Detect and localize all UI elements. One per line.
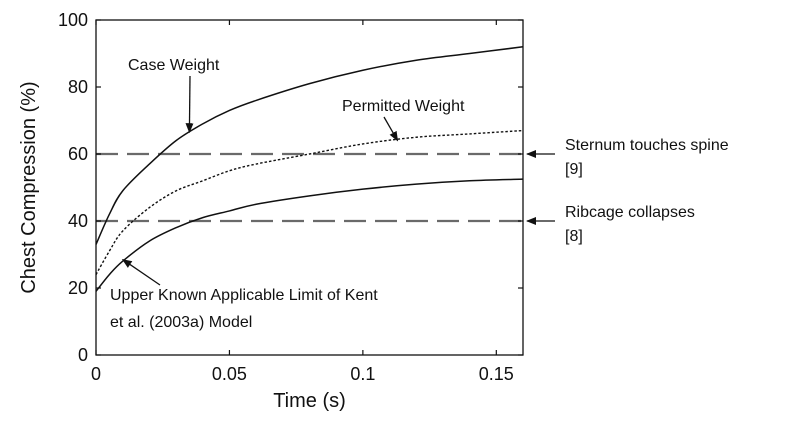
annotation-case-weight: Case Weight: [128, 57, 220, 74]
x-tick-label: 0.15: [479, 364, 514, 384]
y-axis-title: Chest Compression (%): [18, 81, 40, 293]
axis-ticks: 0 0.05 0.1 0.15 0 20 40 60 80 100: [58, 10, 523, 384]
y-tick-label: 60: [68, 144, 88, 164]
arrow-case-weight: [185, 75, 194, 134]
y-tick-label: 100: [58, 10, 88, 30]
plot-frame: [95, 19, 524, 356]
y-tick-label: 80: [68, 77, 88, 97]
annotation-sternum-touches-spine: Sternum touches spine: [565, 137, 729, 154]
arrow-permitted-weight: [383, 116, 399, 142]
series-line-case-weight: [95, 46, 524, 245]
annotation-permitted-weight: Permitted Weight: [342, 98, 465, 115]
annotation-ribcage-reference: [8]: [565, 228, 583, 245]
annotation-kent-line2: et al. (2003a) Model: [110, 314, 252, 331]
y-tick-label: 40: [68, 211, 88, 231]
annotation-sternum-reference: [9]: [565, 161, 583, 178]
reference-lines: [96, 152, 523, 223]
x-tick-label: 0.05: [212, 364, 247, 384]
y-tick-label: 20: [68, 278, 88, 298]
series-layer: [95, 46, 524, 292]
x-axis-title: Time (s): [273, 390, 346, 412]
x-tick-label: 0.1: [350, 364, 375, 384]
annotation-kent-line1: Upper Known Applicable Limit of Kent: [110, 287, 378, 304]
arrow-kent-limit: [121, 258, 161, 286]
annotation-ribcage-collapses: Ribcage collapses: [565, 204, 695, 221]
series-line-permitted-weight: [95, 129, 524, 275]
series-line-upper-known-applicable-limit-of-kent-et-: [95, 178, 524, 292]
y-tick-label: 0: [78, 345, 88, 365]
x-tick-label: 0: [91, 364, 101, 384]
